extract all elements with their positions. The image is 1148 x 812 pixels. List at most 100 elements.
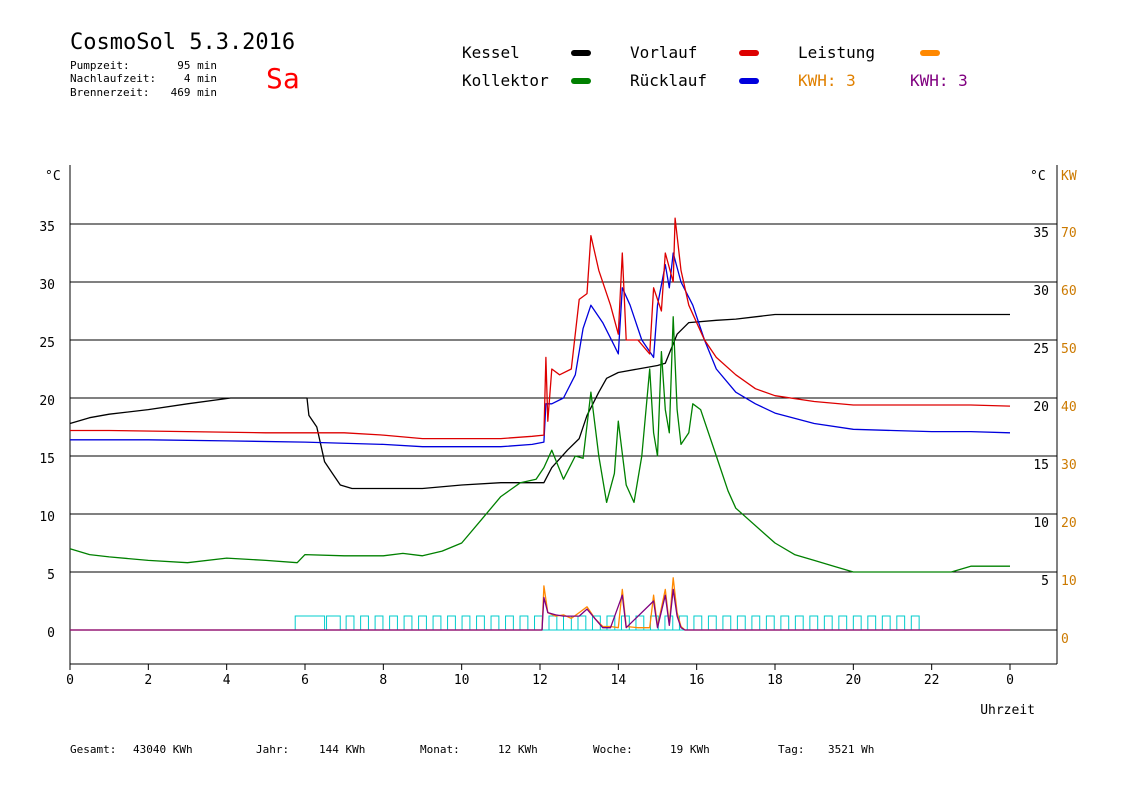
x-tick-label-6: 12 [532, 673, 548, 688]
y-right-power-label-70: 70 [1061, 226, 1077, 241]
footer-jahr-value: 144 KWh [319, 743, 366, 756]
pump-box-36 [838, 615, 848, 631]
x-tick-label-0: 0 [66, 673, 74, 688]
weekday-label: Sa [266, 62, 300, 95]
x-tick-label-1: 2 [144, 673, 152, 688]
pump-box-39 [881, 615, 891, 631]
y-left-tick-label-0: 0 [47, 626, 55, 641]
y-right-temp-unit-label: °C [1030, 169, 1046, 184]
y-left-tick-label-5: 5 [47, 568, 55, 583]
pump-box-33 [794, 615, 804, 631]
x-tick-label-8: 16 [689, 673, 705, 688]
pump-box-19 [591, 615, 601, 631]
x-tick-label-9: 18 [767, 673, 783, 688]
pump-box-15 [534, 615, 543, 631]
legend-kwh-purple: KWH: 3 [910, 71, 968, 90]
footer-tag-label: Tag: [778, 743, 805, 756]
pump-box-41 [910, 615, 920, 631]
y-right-temp-label-25: 25 [1033, 342, 1049, 357]
pump-box-31 [765, 615, 775, 631]
pump-box-6 [403, 615, 413, 631]
pump-box-1 [326, 615, 341, 631]
footer-gesamt-value: 43040 KWh [133, 743, 193, 756]
footer-monat-value: 12 KWh [498, 743, 538, 756]
y-left-tick-label-30: 30 [39, 278, 55, 293]
y-right-temp-label-15: 15 [1033, 458, 1049, 473]
pump-box-38 [867, 615, 877, 631]
footer-tag-value: 3521 Wh [828, 743, 875, 756]
y-right-power-label-60: 60 [1061, 284, 1077, 299]
footer-woche-value: 19 KWh [670, 743, 710, 756]
y-right-power-label-10: 10 [1061, 574, 1077, 589]
pump-box-35 [823, 615, 833, 631]
baseline-boxes [70, 615, 1010, 631]
series-line-kwh_purple [70, 588, 1010, 631]
y-right-temp-label-20: 20 [1033, 400, 1049, 415]
y-right-temp-label-35: 35 [1033, 226, 1049, 241]
x-tick-label-5: 10 [454, 673, 470, 688]
x-tick-label-7: 14 [611, 673, 627, 688]
legend-kessel-swatch [571, 50, 591, 56]
y-left-tick-label-15: 15 [39, 452, 55, 467]
legend-vorlauf-label: Vorlauf [630, 43, 698, 62]
pump-box-28 [722, 615, 732, 631]
legend-vorlauf-swatch [739, 50, 759, 56]
pump-box-40 [896, 615, 906, 631]
stat-value-nachlaufzeit: 4 min [183, 72, 217, 85]
pump-box-8 [432, 615, 442, 631]
y-right-power-label-0: 0 [1061, 632, 1069, 647]
pump-box-34 [809, 615, 819, 631]
y-right-temp-label-5: 5 [1041, 574, 1049, 589]
series-line-kollektor [69, 316, 1010, 573]
y-right-temp-label-30: 30 [1033, 284, 1049, 299]
legend-kollektor-label: Kollektor [462, 71, 549, 90]
y-left-tick-label-35: 35 [39, 220, 55, 235]
y-right-power-label-40: 40 [1061, 400, 1077, 415]
y-right-temp-label-10: 10 [1033, 516, 1049, 531]
stat-value-pumpzeit: 95 min [177, 59, 217, 72]
pump-box-20 [606, 615, 616, 631]
x-tick-label-10: 20 [846, 673, 862, 688]
series-lines [69, 217, 1011, 631]
stat-label-brennerzeit: Brennerzeit: [70, 86, 150, 99]
footer-gesamt-label: Gesamt: [70, 743, 117, 756]
pump-box-9 [447, 615, 456, 631]
y-left-unit-label: °C [45, 169, 61, 184]
pump-box-11 [476, 615, 485, 631]
pump-box-13 [505, 615, 514, 631]
x-tick-label-12: 0 [1006, 673, 1014, 688]
pump-box-30 [751, 615, 761, 631]
pump-box-12 [490, 615, 500, 631]
x-tick-label-2: 4 [223, 673, 231, 688]
y-left-tick-label-20: 20 [39, 394, 55, 409]
legend-leistung-swatch [920, 50, 940, 56]
tick-labels: 0 2 4 6 8 10 12 14 16 18 20 22 035302520151050353025… [39, 169, 1076, 718]
y-right-power-label-30: 30 [1061, 458, 1077, 473]
legend-ruecklauf-label: Rücklauf [630, 71, 708, 90]
legend-kwh-orange: KWH: 3 [798, 71, 856, 90]
pump-box-2 [345, 615, 355, 631]
pump-box-4 [374, 615, 384, 631]
footer-woche-label: Woche: [593, 743, 633, 756]
pump-box-14 [519, 615, 529, 631]
page-title: CosmoSol 5.3.2016 [70, 30, 296, 55]
axes [69, 165, 1058, 670]
series-line-ruecklauf [70, 252, 1011, 448]
x-axis-title: Uhrzeit [980, 703, 1035, 718]
footer-jahr-label: Jahr: [256, 743, 290, 756]
x-tick-label-3: 6 [301, 673, 309, 688]
pump-box-0 [294, 615, 326, 631]
pump-box-27 [707, 615, 717, 631]
series-line-kessel [69, 313, 1010, 490]
y-left-tick-label-25: 25 [39, 336, 55, 351]
stat-label-pumpzeit: Pumpzeit: [70, 59, 130, 72]
pump-box-18 [577, 615, 587, 631]
pump-box-3 [360, 615, 369, 631]
pump-box-26 [693, 615, 703, 631]
pump-box-37 [852, 615, 862, 631]
series-line-leistung [70, 577, 1010, 631]
y-right-power-unit-label: KW [1061, 169, 1077, 184]
stat-label-nachlaufzeit: Nachlaufzeit: [70, 72, 157, 85]
legend-leistung-label: Leistung [798, 43, 876, 62]
